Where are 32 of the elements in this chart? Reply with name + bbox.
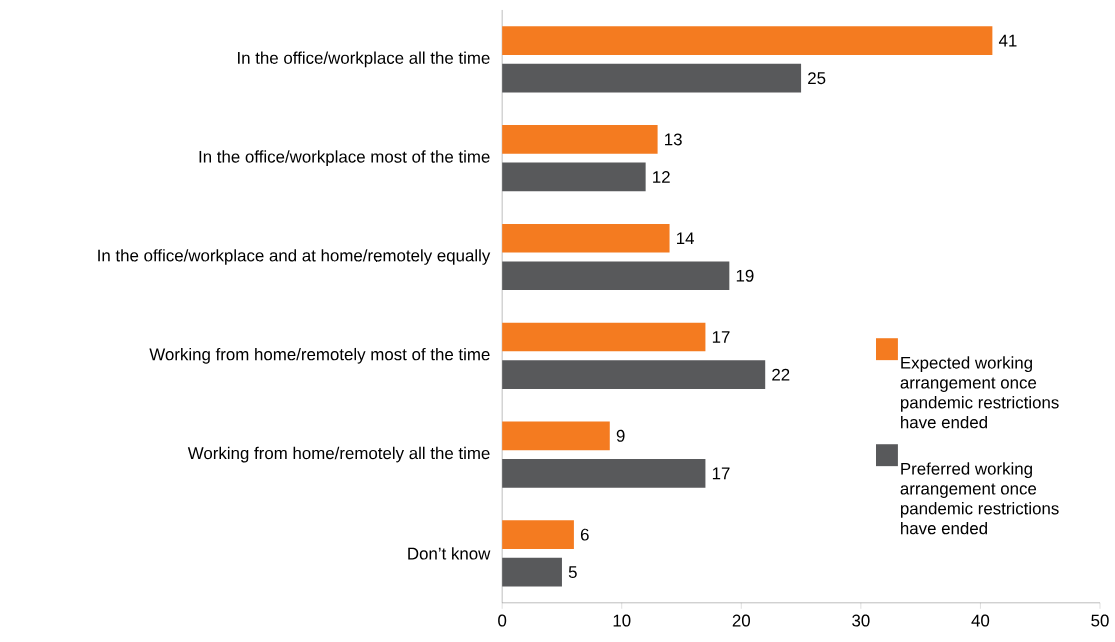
data-label: 25 (808, 72, 826, 85)
y-tick-label: Working from home/remotely all the time (187, 446, 490, 463)
x-tick-label: 50 (1091, 614, 1109, 627)
x-tick-label: 0 (498, 614, 507, 627)
x-tick-label: 30 (852, 614, 870, 627)
data-label: 22 (772, 368, 790, 381)
data-label: 12 (653, 171, 670, 184)
bar (502, 125, 658, 154)
data-label: 41 (998, 34, 1017, 47)
data-label: 9 (616, 430, 625, 442)
y-tick-label: In the office/workplace most of the time (199, 150, 490, 167)
y-tick-label: In the office/workplace and at home/remotely equally (98, 249, 491, 266)
legend-label: Expected working arrangement once pandemic restrictions have ended (900, 356, 1059, 429)
bar (502, 224, 670, 253)
data-label: 13 (665, 133, 682, 146)
legend-label: Preferred working arrangement once pandemic restrictions have ended (900, 462, 1059, 535)
data-label: 5 (568, 566, 577, 579)
data-label: 6 (580, 528, 589, 541)
y-tick-label: In the office/workplace all the time (238, 51, 490, 68)
bar (502, 520, 574, 550)
bar (502, 322, 706, 352)
data-label: 17 (712, 331, 730, 343)
data-label: 17 (712, 467, 730, 480)
y-tick-label: Don’t know (408, 547, 491, 560)
bar (502, 26, 993, 56)
x-tick-label: 40 (971, 614, 990, 627)
y-tick-label: Working from home/remotely most of the time (149, 348, 490, 364)
x-tick-label: 10 (613, 614, 631, 627)
x-tick-label: 20 (732, 614, 751, 627)
bar (502, 421, 610, 451)
data-label: 14 (677, 232, 695, 245)
data-label: 19 (736, 269, 754, 282)
